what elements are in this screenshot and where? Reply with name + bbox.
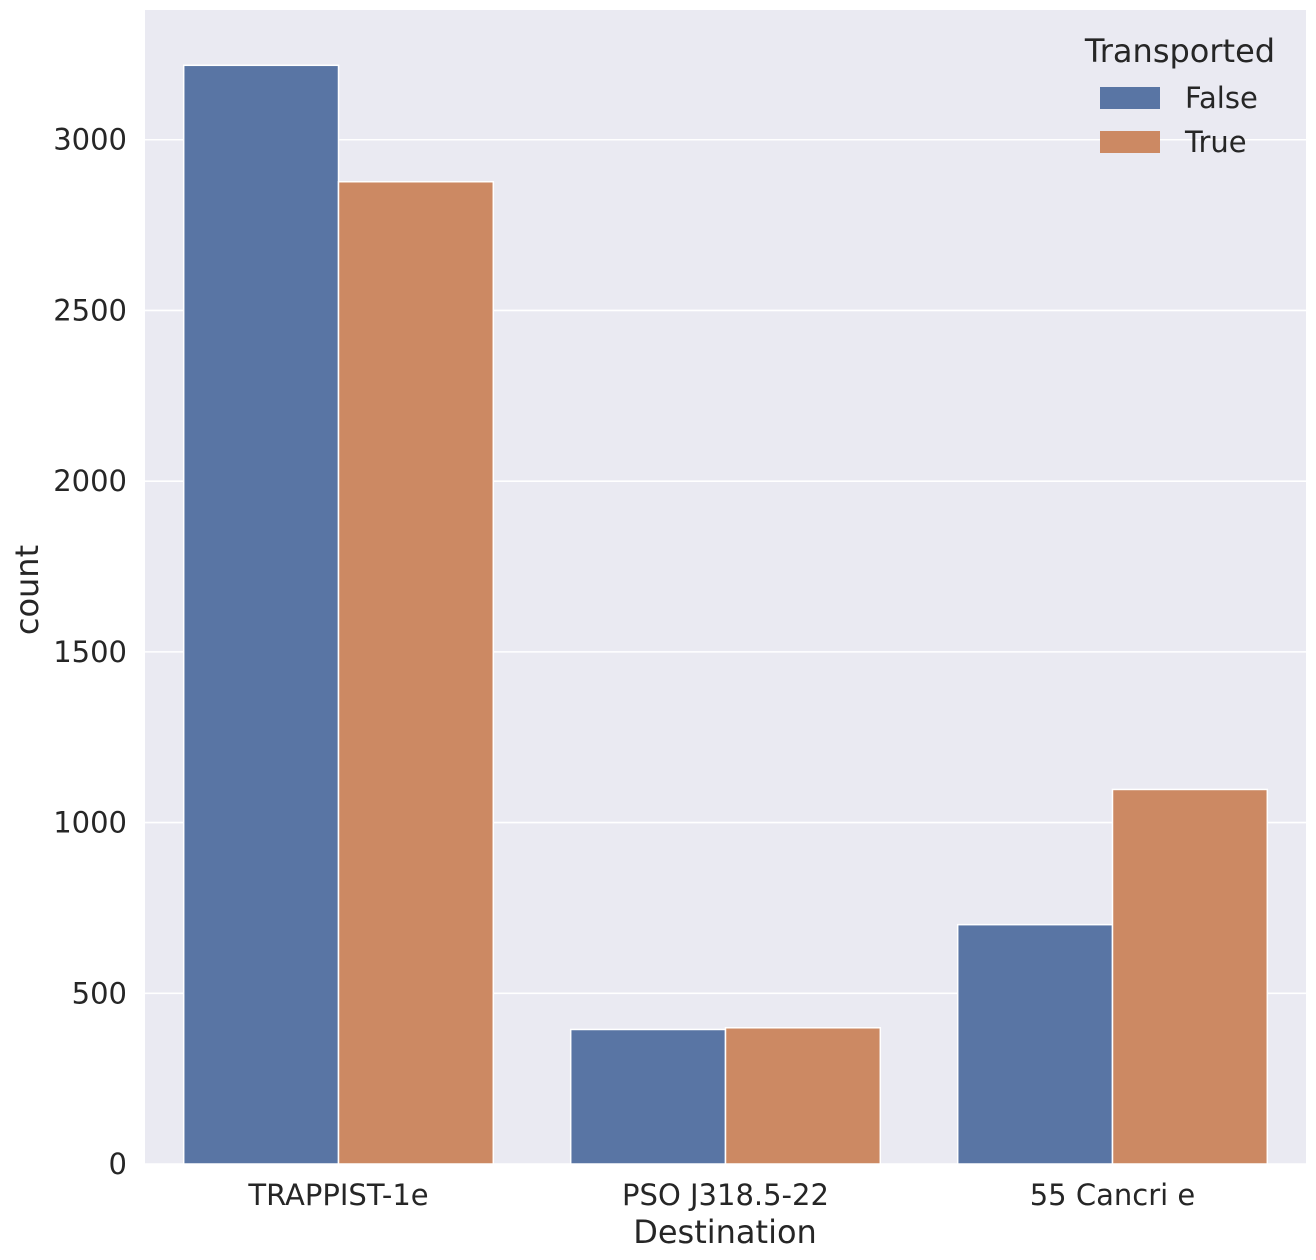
bar-true-1 (724, 1027, 882, 1165)
y-tick-label: 2000 (53, 464, 127, 498)
y-tick-label: 3000 (53, 123, 127, 157)
bar-true-0 (337, 180, 495, 1165)
x-tick-label: TRAPPIST-1e (247, 1178, 428, 1212)
legend-title: Transported (1084, 32, 1275, 70)
x-tick-label: 55 Cancri e (1030, 1178, 1196, 1212)
y-tick-label: 500 (72, 976, 127, 1010)
y-axis-ticks: 0 500 1000 1500 2000 2500 3000 (53, 123, 127, 1181)
x-axis-label: Destination (633, 1213, 817, 1251)
bar-false-0 (182, 64, 340, 1165)
legend: Transported False True (1084, 32, 1275, 159)
y-tick-label: 0 (109, 1147, 127, 1181)
y-tick-label: 2500 (53, 293, 127, 327)
legend-label-true: True (1184, 125, 1247, 159)
bar-false-2 (956, 923, 1114, 1165)
legend-swatch-true (1100, 131, 1160, 153)
bar-false-1 (569, 1028, 727, 1165)
bar-true-2 (1111, 788, 1269, 1165)
bars (182, 64, 1269, 1165)
y-axis-label: count (8, 545, 46, 635)
y-tick-label: 1500 (53, 635, 127, 669)
legend-swatch-false (1100, 87, 1160, 109)
y-tick-label: 1000 (53, 806, 127, 840)
x-axis-ticks: TRAPPIST-1e PSO J318.5-22 55 Cancri e (247, 1178, 1195, 1212)
x-tick-label: PSO J318.5-22 (622, 1178, 829, 1212)
legend-label-false: False (1185, 81, 1258, 115)
